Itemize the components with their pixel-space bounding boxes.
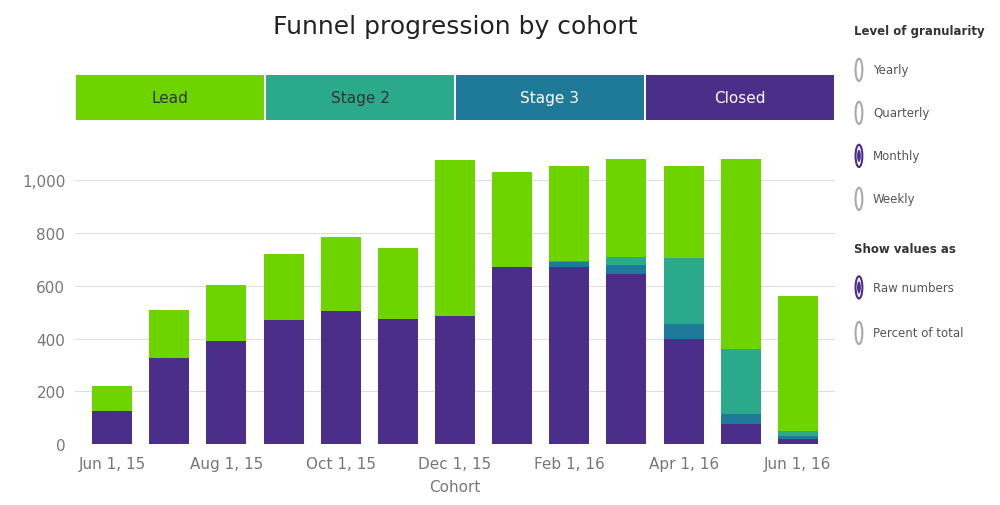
Bar [778, 431, 818, 436]
X-axis label: Cohort: Cohort [429, 479, 481, 494]
Text: Stage 3: Stage 3 [520, 91, 580, 106]
Bar [92, 412, 132, 444]
Bar [492, 268, 532, 444]
Bar [206, 342, 246, 444]
Bar [549, 261, 589, 263]
Bar [435, 161, 475, 317]
Bar [492, 173, 532, 268]
Text: Funnel progression by cohort: Funnel progression by cohort [273, 15, 637, 39]
Bar [76, 76, 264, 121]
Bar [664, 339, 704, 444]
Bar [606, 258, 646, 265]
Bar [646, 76, 834, 121]
Text: Yearly: Yearly [873, 64, 908, 77]
Bar [549, 268, 589, 444]
Bar [206, 285, 246, 342]
Bar [149, 359, 189, 444]
Bar [606, 265, 646, 274]
Bar [606, 274, 646, 444]
Bar [264, 321, 304, 444]
Bar [778, 439, 818, 444]
Text: Quarterly: Quarterly [873, 107, 929, 120]
Circle shape [856, 145, 862, 168]
Circle shape [856, 322, 862, 344]
Circle shape [857, 282, 861, 294]
Bar [456, 76, 644, 121]
Bar [435, 317, 475, 444]
Text: Level of granularity: Level of granularity [854, 25, 985, 38]
Bar [321, 237, 361, 312]
Bar [549, 263, 589, 268]
Text: Raw numbers: Raw numbers [873, 281, 954, 294]
Bar [778, 297, 818, 431]
Text: Percent of total: Percent of total [873, 327, 963, 340]
Bar [606, 160, 646, 258]
Bar [721, 160, 761, 349]
Bar [549, 167, 589, 261]
Bar [664, 259, 704, 325]
Text: Monthly: Monthly [873, 150, 920, 163]
Circle shape [856, 103, 862, 125]
Bar [149, 310, 189, 359]
Bar [92, 386, 132, 412]
Bar [664, 167, 704, 259]
Bar [778, 436, 818, 439]
Bar [378, 319, 418, 444]
Circle shape [856, 277, 862, 299]
Bar [321, 312, 361, 444]
Bar [266, 76, 454, 121]
Text: Show values as: Show values as [854, 242, 956, 256]
Text: Closed: Closed [714, 91, 766, 106]
Bar [264, 255, 304, 321]
Bar [721, 414, 761, 425]
Circle shape [856, 60, 862, 82]
Bar [664, 325, 704, 339]
Text: Stage 2: Stage 2 [331, 91, 389, 106]
Bar [721, 349, 761, 414]
Circle shape [857, 150, 861, 163]
Bar [378, 248, 418, 319]
Circle shape [856, 188, 862, 211]
Bar [721, 425, 761, 444]
Text: Weekly: Weekly [873, 193, 916, 206]
Text: Lead: Lead [152, 91, 188, 106]
